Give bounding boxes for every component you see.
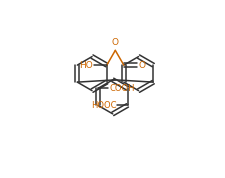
Text: COOH: COOH bbox=[109, 84, 135, 93]
Text: O: O bbox=[138, 61, 145, 70]
Text: HO: HO bbox=[79, 61, 93, 70]
Text: O: O bbox=[112, 38, 119, 47]
Text: HOOC: HOOC bbox=[91, 101, 116, 110]
